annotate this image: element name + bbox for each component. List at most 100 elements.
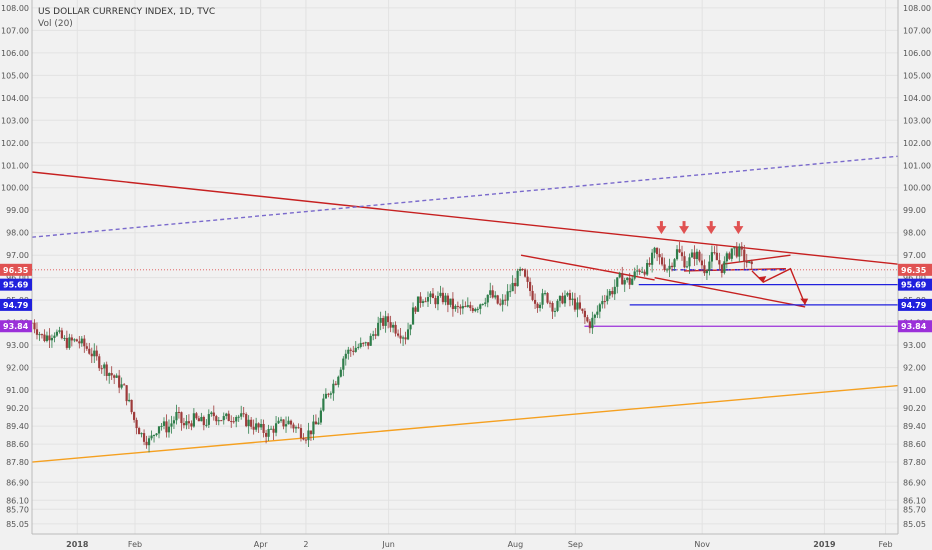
candle-body <box>327 393 330 395</box>
candle-body <box>279 419 283 421</box>
candle-body <box>260 423 263 428</box>
candle-body <box>269 428 273 430</box>
chart-legend: US DOLLAR CURRENCY INDEX, 1D, TVC Vol (2… <box>38 6 215 30</box>
candle-body <box>713 252 716 254</box>
projection-arrow-path <box>751 267 806 305</box>
top-marker-arrow-stem <box>682 221 686 228</box>
candle-body <box>359 342 362 347</box>
candle-body <box>449 298 452 305</box>
y-tick-label-right: 91.00 <box>903 386 926 395</box>
candle-body <box>651 252 654 265</box>
candle-body <box>414 307 417 312</box>
candle-body <box>125 385 128 402</box>
candle-body <box>312 421 315 435</box>
candle-body <box>484 302 487 304</box>
candle-body <box>476 308 479 310</box>
candle-body <box>626 277 629 281</box>
y-tick-label-right: 105.00 <box>903 71 931 80</box>
y-tick-label-right: 86.90 <box>903 478 926 487</box>
volume-indicator-label: Vol (20) <box>38 19 73 29</box>
candle-body <box>720 264 723 273</box>
candle-body <box>187 421 190 424</box>
candle-body <box>339 369 342 377</box>
y-tick-label-right: 98.00 <box>903 229 926 238</box>
y-tick-label-left: 89.40 <box>6 422 29 431</box>
y-tick-label-left: 108.00 <box>1 4 29 13</box>
candle-body <box>202 416 205 426</box>
candle-body <box>556 300 559 311</box>
candle-body <box>733 247 736 249</box>
candle-body <box>603 301 606 303</box>
candle-body <box>618 273 621 278</box>
candle-body <box>382 318 385 326</box>
y-tick-label-right: 108.00 <box>903 4 931 13</box>
candle-body <box>282 419 285 427</box>
candle-body <box>85 346 88 349</box>
top-marker-arrow-icon <box>679 226 690 235</box>
y-tick-label-right: 99.00 <box>903 206 926 215</box>
candle-body <box>499 303 502 305</box>
candle-body <box>419 296 422 303</box>
candle-body <box>668 265 671 270</box>
candle-body <box>35 329 39 335</box>
candle-body <box>272 428 275 433</box>
top-marker-arrow-stem <box>736 221 740 228</box>
candle-body <box>175 411 178 421</box>
y-tick-label-right: 97.00 <box>903 251 926 260</box>
projection-arrowhead <box>758 276 767 283</box>
x-tick-label: Sep <box>568 540 583 549</box>
candle-body <box>663 264 666 271</box>
candle-body <box>392 324 395 328</box>
candle-body <box>140 433 143 435</box>
candle-body <box>304 439 308 441</box>
candle-body <box>416 296 420 312</box>
candle-body <box>406 329 410 340</box>
candle-body <box>688 257 691 267</box>
candle-body <box>157 426 161 434</box>
candle-body <box>128 399 131 402</box>
candle-body <box>695 251 699 259</box>
candle-body <box>486 294 489 303</box>
candle-body <box>446 295 450 305</box>
candle-body <box>250 419 253 427</box>
candle-body <box>302 437 305 440</box>
candle-body <box>660 257 664 265</box>
candle-body <box>546 293 549 303</box>
candle-body <box>653 247 656 253</box>
candle-body <box>538 304 542 309</box>
y-tick-label-right: 88.60 <box>903 440 926 449</box>
candle-body <box>551 302 554 312</box>
candle-body <box>284 424 288 427</box>
candle-body <box>80 338 83 344</box>
price-label-right: 95.69 <box>901 281 927 290</box>
y-tick-label-right: 93.00 <box>903 341 926 350</box>
candle-body <box>115 375 118 378</box>
price-label-right: 94.79 <box>901 301 927 310</box>
candle-body <box>504 299 507 301</box>
candle-body <box>349 349 352 351</box>
candle-body <box>372 334 375 336</box>
candle-body <box>180 412 183 424</box>
candle-body <box>700 260 704 266</box>
candle-body <box>464 306 467 308</box>
candle-body <box>377 322 380 336</box>
price-label-right-bg <box>898 298 932 311</box>
candle-body <box>526 276 529 282</box>
candle-body <box>307 430 310 441</box>
candle-body <box>675 249 679 260</box>
candle-body <box>110 373 113 376</box>
candle-body <box>354 347 357 352</box>
candle-body <box>257 423 260 428</box>
candle-body <box>401 337 405 339</box>
candle-body <box>50 337 54 341</box>
candle-body <box>431 293 435 299</box>
candle-body <box>324 393 327 399</box>
candle-body <box>456 305 459 307</box>
candle-body <box>501 299 504 305</box>
candle-body <box>533 299 537 304</box>
candle-body <box>197 418 200 422</box>
candle-body <box>506 291 509 301</box>
candle-body <box>670 265 674 268</box>
